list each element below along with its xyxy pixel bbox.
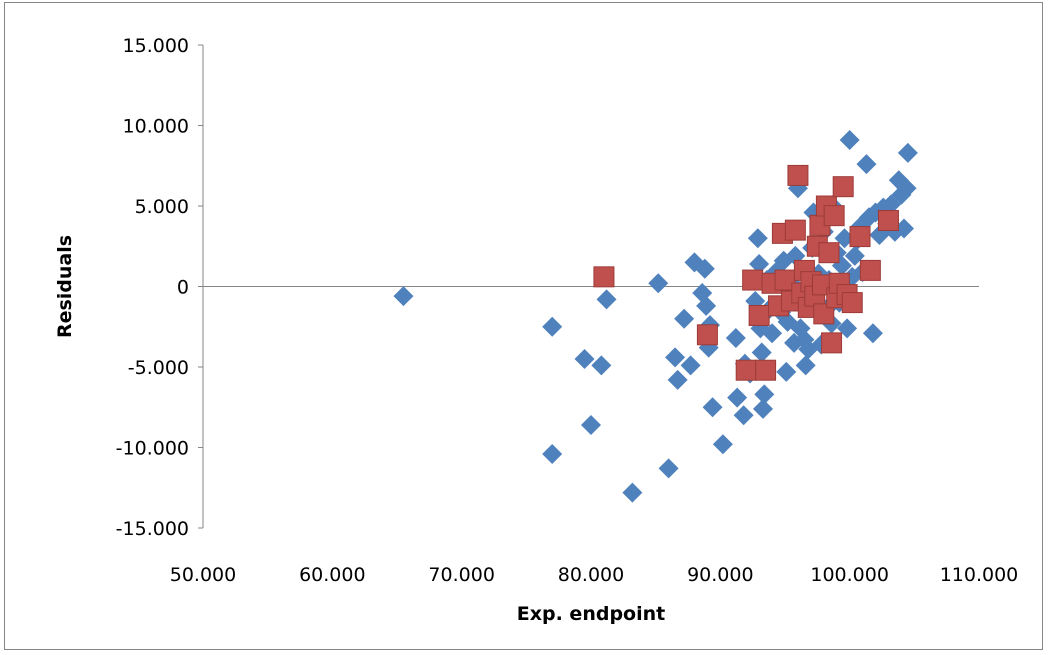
diamond-point <box>881 194 902 215</box>
x-tick-label: 80.000 <box>558 564 624 586</box>
diamond-point <box>696 295 717 316</box>
square-point <box>832 176 854 198</box>
y-tick-label: -15.000 <box>116 518 189 540</box>
square-point <box>821 332 843 354</box>
diamond-point <box>776 361 797 382</box>
diamond-point <box>658 458 679 479</box>
square-point <box>841 292 863 314</box>
chart-area: 15.000 10.000 5.000 0 -5.000 -10.000 -15.000 5… <box>4 2 1043 650</box>
y-tick-label: -5.000 <box>128 357 189 379</box>
diamond-point <box>694 258 715 279</box>
square-point <box>818 242 840 264</box>
square-point <box>787 164 809 186</box>
x-tick-label: 50.000 <box>170 564 236 586</box>
x-tick-label: 90.000 <box>687 564 753 586</box>
x-tick-label: 100.000 <box>810 564 889 586</box>
diamond-point <box>596 289 617 310</box>
y-tick-label: 5.000 <box>135 196 189 218</box>
x-axis-title: Exp. endpoint <box>517 603 665 625</box>
diamond-point <box>667 369 688 390</box>
diamond-point <box>751 342 772 363</box>
diamond-point <box>674 308 695 329</box>
diamond-point <box>747 228 768 249</box>
diamond-point <box>393 286 414 307</box>
series-layer <box>393 129 918 503</box>
square-point <box>593 266 615 288</box>
diamond-point <box>702 397 723 418</box>
diamond-point <box>897 142 918 163</box>
diamond-point <box>762 323 783 344</box>
diamond-point <box>753 398 774 419</box>
square-point <box>748 304 770 326</box>
diamond-point <box>542 316 563 337</box>
diamond-point <box>712 434 733 455</box>
diamond-point <box>893 218 914 239</box>
diamond-point <box>665 347 686 368</box>
diamond-point <box>837 318 858 339</box>
square-point <box>755 359 777 381</box>
square-point <box>823 205 845 227</box>
scatter-plot: 15.000 10.000 5.000 0 -5.000 -10.000 -15.000 5… <box>54 35 1019 625</box>
diamond-point <box>727 387 748 408</box>
square-point <box>849 226 871 248</box>
x-axis-tick-labels: 50.000 60.000 70.000 80.000 90.000 100.000 110… <box>170 564 1019 586</box>
diamond-point <box>542 443 563 464</box>
diamond-point <box>839 129 860 150</box>
y-tick-label: 0 <box>177 277 189 299</box>
y-tick-label: 10.000 <box>123 116 189 138</box>
y-tick-label: 15.000 <box>123 35 189 57</box>
square-point <box>877 209 899 231</box>
diamond-point <box>591 355 612 376</box>
square-point <box>742 269 764 291</box>
diamond-point <box>680 355 701 376</box>
square-point <box>735 359 757 381</box>
diamond-point <box>733 405 754 426</box>
diamond-point <box>844 245 865 266</box>
y-axis-tick-marks <box>198 44 203 529</box>
x-tick-label: 110.000 <box>940 564 1019 586</box>
series-2 <box>593 164 899 381</box>
diamond-point <box>581 414 601 435</box>
y-axis-tick-labels: 15.000 10.000 5.000 0 -5.000 -10.000 -15.000 <box>116 35 189 540</box>
diamond-point <box>896 178 917 199</box>
x-tick-label: 70.000 <box>428 564 494 586</box>
diamond-point <box>862 323 883 344</box>
square-point <box>813 303 835 325</box>
y-axis-title: Residuals <box>54 235 76 338</box>
diamond-point <box>754 384 775 405</box>
diamond-point <box>834 228 855 249</box>
diamond-point <box>725 328 746 349</box>
diamond-point <box>795 355 816 376</box>
diamond-point <box>574 348 595 369</box>
y-tick-label: -10.000 <box>116 438 189 460</box>
x-tick-label: 60.000 <box>299 564 365 586</box>
square-point <box>696 324 718 346</box>
diamond-point <box>856 154 877 175</box>
square-point <box>859 259 881 281</box>
square-point <box>784 219 806 241</box>
diamond-point <box>648 273 669 294</box>
diamond-point <box>622 482 643 503</box>
